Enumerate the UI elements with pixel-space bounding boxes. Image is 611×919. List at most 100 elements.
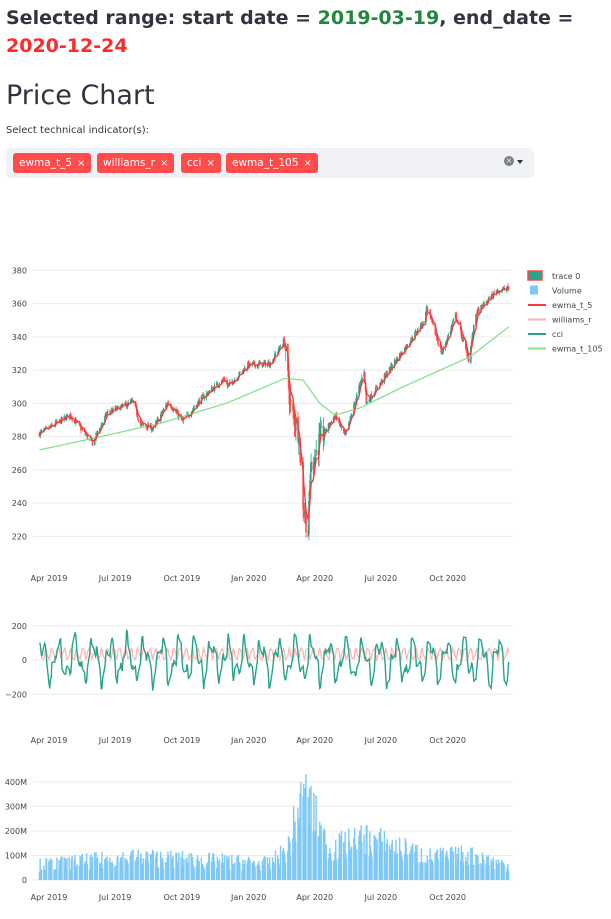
volume-bar	[365, 825, 367, 880]
volume-bar	[353, 827, 356, 880]
volume-bar	[506, 867, 508, 880]
chevron-down-icon[interactable]	[517, 160, 523, 164]
volume-bar	[322, 831, 325, 880]
candle-body	[329, 423, 331, 427]
volume-bar	[500, 861, 502, 880]
volume-bar	[471, 847, 473, 880]
volume-bar	[472, 864, 474, 880]
volume-bar	[236, 856, 239, 880]
clear-all-icon[interactable]: ×	[504, 156, 514, 166]
volume-bar	[302, 795, 304, 880]
candle-body	[436, 338, 439, 341]
candle-body	[56, 420, 58, 424]
volume-bar	[273, 862, 275, 880]
candle-body	[81, 429, 84, 430]
volume-bar	[507, 870, 510, 880]
candle-body	[442, 347, 445, 352]
volume-bar	[364, 854, 366, 880]
volume-bar	[374, 839, 376, 880]
candle-body	[295, 417, 297, 431]
volume-bar	[64, 858, 67, 880]
volume-bar	[202, 864, 204, 880]
candle-body	[112, 408, 114, 413]
volume-bar	[84, 861, 86, 880]
volume-bar	[465, 861, 468, 880]
volume-bar	[432, 863, 434, 880]
volume-bar	[96, 859, 98, 880]
x-tick-label: Jul 2019	[98, 574, 132, 583]
volume-bar	[181, 865, 183, 880]
candle-body	[95, 432, 97, 440]
volume-bar	[93, 852, 96, 880]
volume-bar	[239, 863, 241, 880]
volume-bar	[272, 861, 274, 880]
tag-cci[interactable]: cci ×	[181, 153, 221, 173]
volume-bar	[455, 866, 457, 880]
volume-bar	[486, 856, 488, 880]
volume-bar	[135, 859, 137, 880]
tag-ewma-t-5[interactable]: ewma_t_5 ×	[13, 153, 92, 173]
volume-bar	[380, 849, 383, 880]
candle-body	[358, 383, 361, 387]
remove-tag-icon[interactable]: ×	[159, 158, 169, 169]
volume-bar	[73, 860, 75, 880]
candle-body	[455, 312, 458, 320]
volume-bar	[121, 868, 123, 880]
volume-bar	[243, 864, 245, 880]
volume-bar	[327, 858, 330, 880]
indicator-multiselect[interactable]: ewma_t_5 × williams_r × cci × ewma_t_105 × ×	[6, 148, 534, 178]
volume-bar	[38, 871, 41, 880]
volume-bar	[308, 827, 310, 880]
x-tick-label: Oct 2020	[429, 893, 466, 902]
volume-bar	[187, 867, 190, 880]
volume-bar	[170, 860, 173, 880]
tag-ewma-t-105[interactable]: ewma_t_105 ×	[226, 153, 318, 173]
candle-body	[409, 343, 411, 346]
volume-bar	[238, 861, 240, 880]
volume-bar	[267, 866, 269, 880]
candle-body	[445, 342, 447, 345]
x-tick-label: Oct 2020	[429, 574, 466, 583]
y-tick-label: 300	[12, 399, 27, 408]
volume-bar	[385, 850, 387, 880]
y-tick-label: 320	[12, 366, 27, 375]
volume-bar	[54, 868, 57, 880]
y-tick-label: 0	[22, 656, 27, 665]
volume-bar	[146, 859, 148, 880]
volume-bar	[227, 858, 229, 880]
candle-body	[440, 346, 442, 353]
volume-bar	[292, 806, 295, 880]
remove-tag-icon[interactable]: ×	[206, 158, 215, 169]
price-y-ticks: 220 240 260 280 300 320 340 360 380	[12, 266, 27, 541]
volume-bar	[414, 844, 417, 880]
y-tick-label: 380	[12, 266, 27, 275]
volume-bar	[421, 862, 423, 880]
volume-bar	[444, 856, 447, 880]
volume-bar	[196, 858, 198, 880]
volume-bar	[80, 860, 82, 880]
remove-tag-icon[interactable]: ×	[77, 158, 86, 169]
volume-bar	[350, 846, 353, 880]
oscillator-x-ticks: Apr 2019 Jul 2019 Oct 2019 Jan 2020 Apr 2020…	[31, 736, 466, 745]
volume-x-ticks: Apr 2019 Jul 2019 Oct 2019 Jan 2020 Apr 2020…	[31, 893, 466, 902]
volume-bars	[38, 774, 510, 880]
volume-bar	[396, 853, 399, 880]
candlesticks	[38, 283, 510, 541]
volume-bar	[125, 865, 128, 880]
candle-body	[249, 362, 251, 366]
volume-bar	[401, 856, 403, 880]
tag-williams-r[interactable]: williams_r ×	[97, 153, 175, 173]
volume-bar	[167, 851, 169, 880]
volume-bar	[323, 827, 325, 880]
candle-body	[390, 364, 393, 368]
candle-body	[324, 428, 326, 436]
remove-tag-icon[interactable]: ×	[303, 158, 312, 169]
candle-body	[483, 301, 485, 308]
volume-bar	[464, 856, 467, 880]
volume-bar	[335, 859, 338, 880]
volume-bar	[401, 859, 404, 880]
volume-bar	[319, 821, 321, 880]
candle-body	[502, 287, 505, 289]
